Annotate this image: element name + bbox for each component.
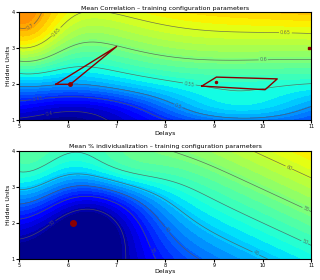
Title: Mean Correlation – training configuration parameters: Mean Correlation – training configuratio…	[81, 6, 249, 11]
Text: 0.65: 0.65	[280, 30, 291, 35]
Text: 0.4: 0.4	[44, 111, 53, 117]
Text: 0.65: 0.65	[51, 26, 62, 38]
Text: 0.7: 0.7	[26, 22, 35, 31]
Text: 0.6: 0.6	[259, 57, 267, 62]
Text: 40: 40	[163, 226, 171, 234]
Text: 45: 45	[252, 250, 260, 257]
X-axis label: Delays: Delays	[155, 131, 176, 136]
Text: 60: 60	[285, 164, 293, 171]
Text: 0.5: 0.5	[174, 102, 183, 110]
Text: 50: 50	[301, 239, 308, 246]
Y-axis label: Hidden Units: Hidden Units	[5, 46, 11, 87]
Text: 0.45: 0.45	[32, 96, 44, 102]
Text: 55: 55	[302, 206, 310, 213]
Y-axis label: Hidden Units: Hidden Units	[5, 185, 11, 225]
Text: 0.55: 0.55	[184, 81, 195, 87]
Title: Mean % individualization – training configuration parameters: Mean % individualization – training conf…	[69, 144, 262, 149]
Text: 30: 30	[49, 219, 57, 227]
X-axis label: Delays: Delays	[155, 269, 176, 274]
Text: 35: 35	[148, 247, 155, 255]
